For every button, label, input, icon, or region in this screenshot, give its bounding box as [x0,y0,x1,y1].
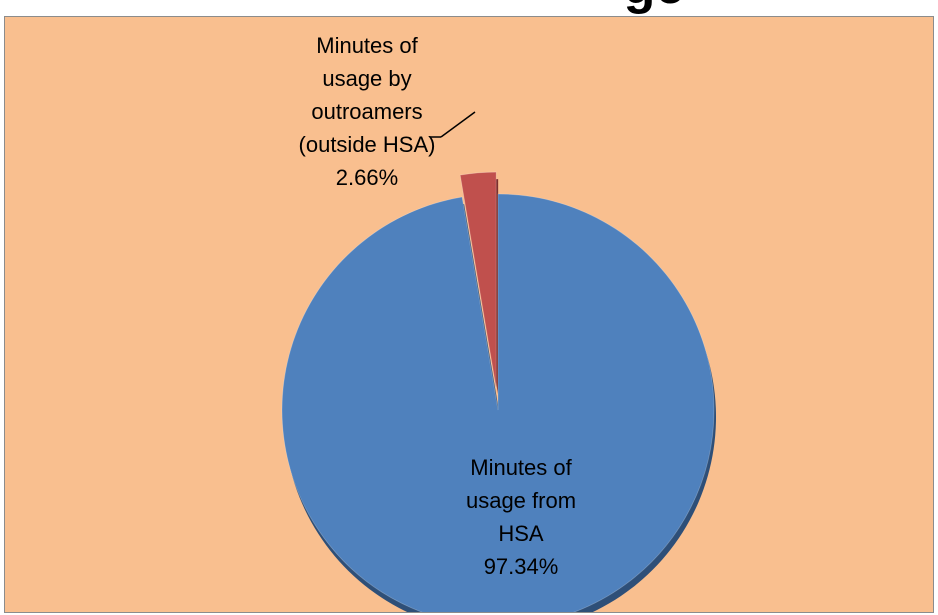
slice-label-line: Minutes of [316,33,418,58]
slice-label-line: outroamers [311,99,422,124]
slice-label-line: (outside HSA) [299,132,436,157]
slice-percent-label: 2.66% [336,165,398,190]
chart-plot-area: Minutes of usage from HSA 97.34% Minutes of… [4,16,934,613]
leader-line-outroamers [440,111,476,138]
pie-chart: Minutes of usage from HSA 97.34% Minutes of… [5,17,933,612]
slice-label-line: HSA [498,521,544,546]
slice-hsa [281,193,715,612]
slice-label-outroamers: Minutes of usage by outroamers (outside HSA… [299,33,436,190]
slice-outroamers [459,171,497,389]
chart-title-fragment: ge [0,0,938,16]
pie-slices [281,171,716,612]
slice-percent-label: 97.34% [484,554,559,579]
slice-label-line: usage from [466,488,576,513]
slice-label-line: Minutes of [470,455,572,480]
slice-label-hsa: Minutes of usage from HSA 97.34% [466,455,576,579]
chart-title-fragment-text: ge [624,0,685,15]
slice-label-line: usage by [322,66,411,91]
